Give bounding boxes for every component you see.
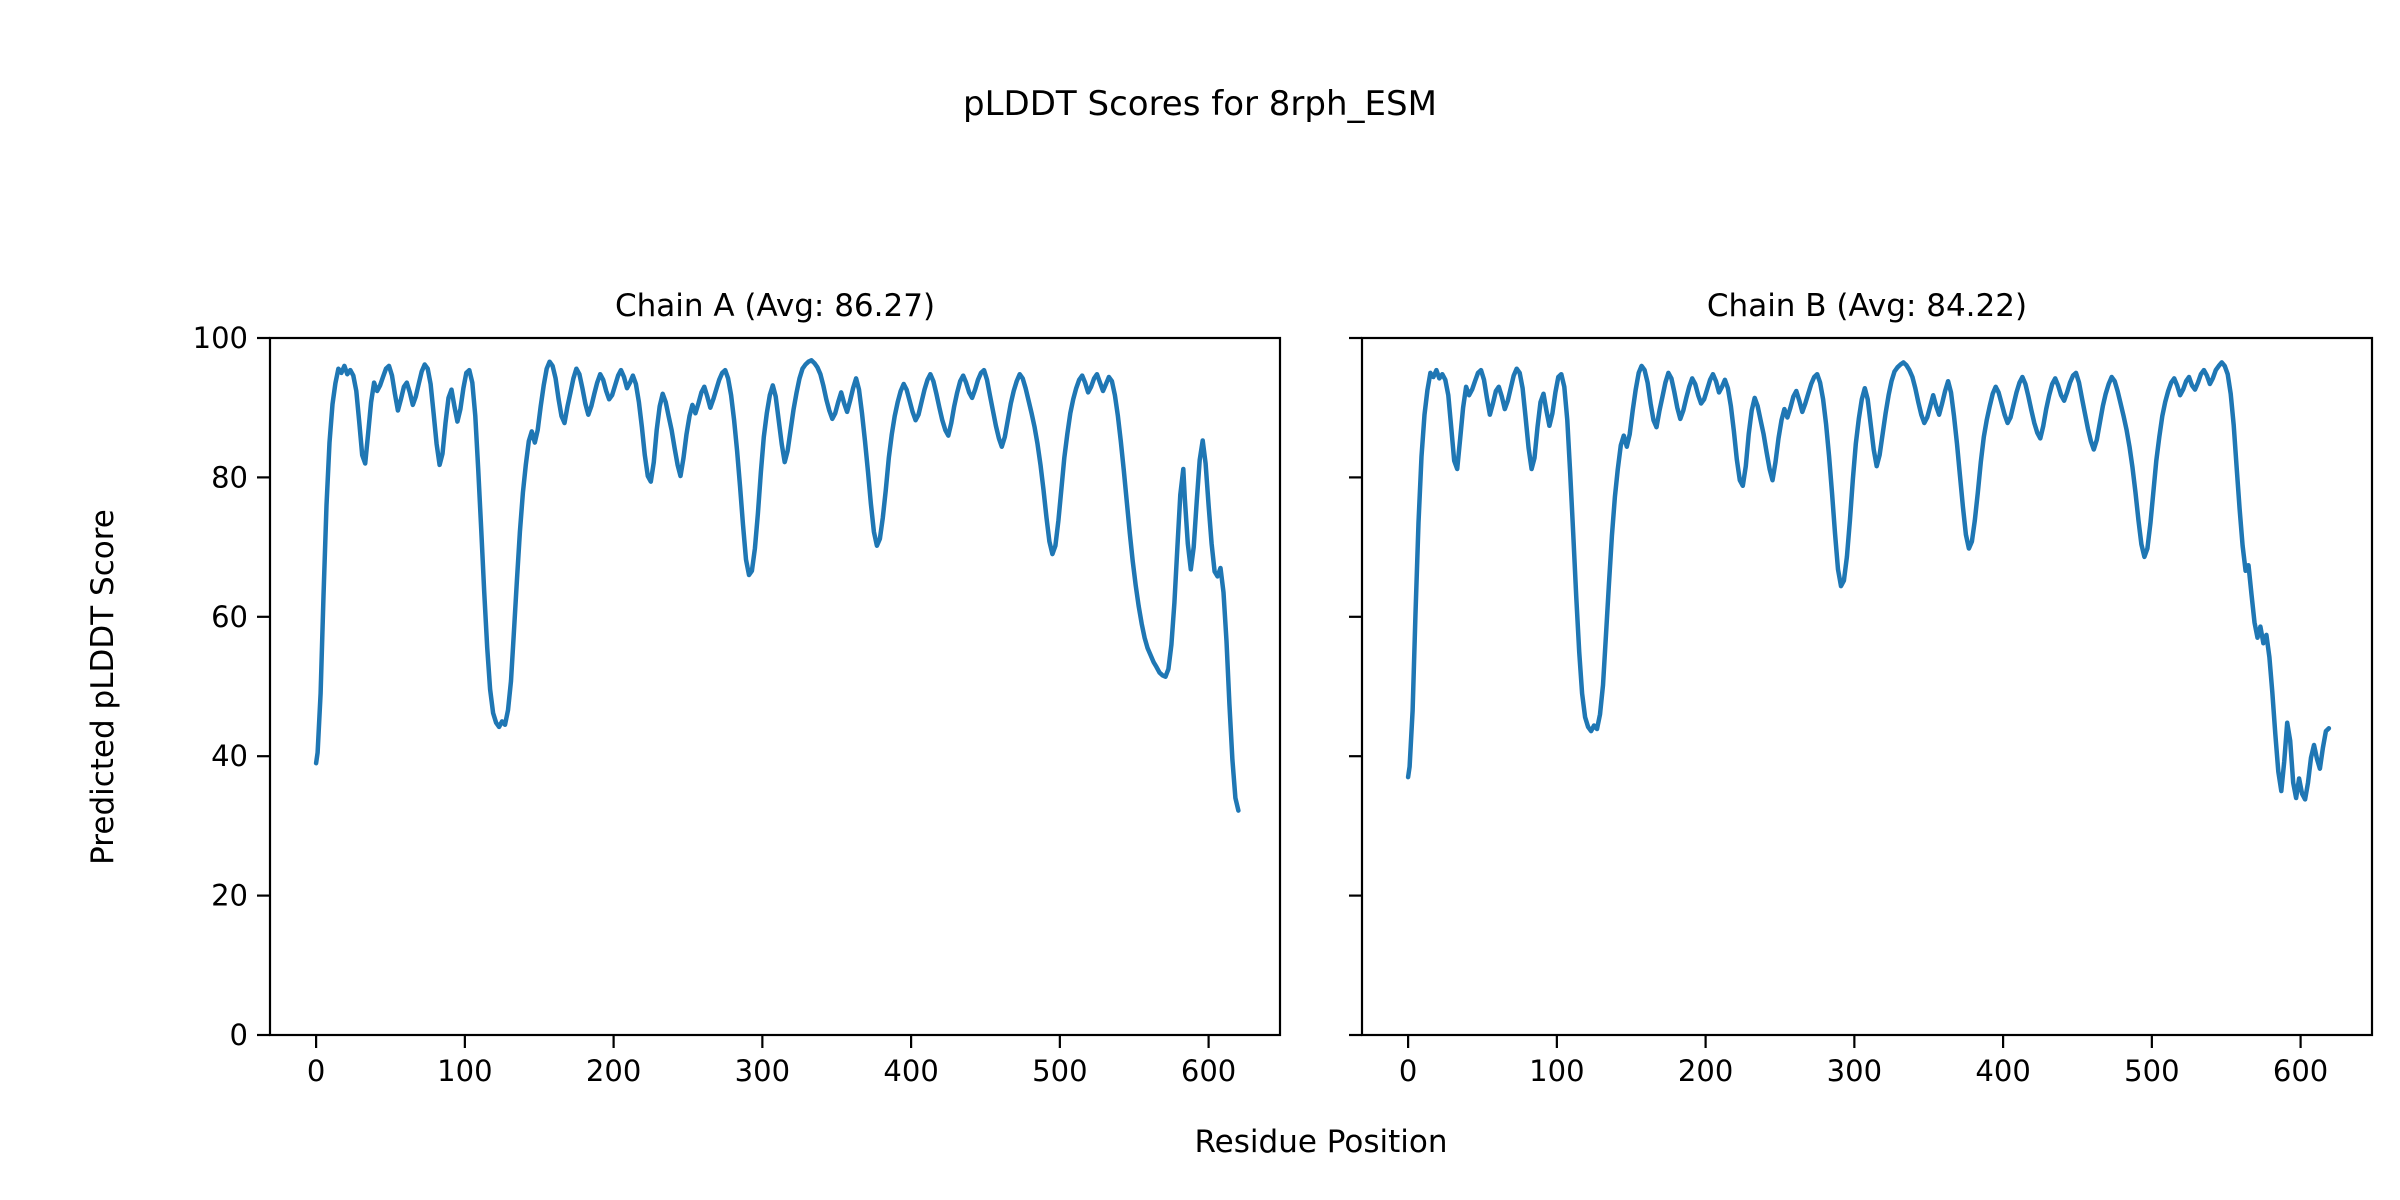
chain-a-subplot-title: Chain A (Avg: 86.27) xyxy=(614,288,936,324)
y-tick-label: 60 xyxy=(211,600,248,634)
plddt-line xyxy=(1405,360,2332,802)
x-tick-label: 300 xyxy=(735,1054,790,1088)
x-tick-label: 600 xyxy=(1181,1054,1236,1088)
axes-chain-b: 0 100 200 300 400 500 600 xyxy=(1349,336,2374,1088)
axes-spines xyxy=(268,336,1282,1037)
x-tick-label: 0 xyxy=(1399,1054,1417,1088)
y-axis-label: Predicted pLDDT Score xyxy=(85,509,121,865)
axes-chain-a: 0 100 200 300 400 500 600 0 20 40 60 80 100 xyxy=(193,321,1282,1088)
x-tick-label: 400 xyxy=(883,1054,938,1088)
x-tick-label: 600 xyxy=(2273,1054,2328,1088)
x-tick-label: 100 xyxy=(1529,1054,1584,1088)
x-tick-label: 100 xyxy=(437,1054,492,1088)
x-tick-label: 200 xyxy=(586,1054,641,1088)
y-tick-label: 80 xyxy=(211,460,248,494)
x-tick-label: 200 xyxy=(1678,1054,1733,1088)
y-tick-label: 20 xyxy=(211,879,248,913)
y-tick-label: 0 xyxy=(230,1018,248,1052)
chain-b-subplot-title: Chain B (Avg: 84.22) xyxy=(1706,288,2028,324)
y-tick-label: 100 xyxy=(193,321,248,355)
x-tick-label: 500 xyxy=(2124,1054,2179,1088)
plddt-line xyxy=(313,358,1241,813)
x-tick-label: 0 xyxy=(307,1054,325,1088)
x-tick-label: 300 xyxy=(1827,1054,1882,1088)
y-tick-label: 40 xyxy=(211,739,248,773)
x-tick-label: 500 xyxy=(1032,1054,1087,1088)
x-tick-label: 400 xyxy=(1975,1054,2030,1088)
x-axis-label: Residue Position xyxy=(1194,1124,1448,1160)
figure-title: pLDDT Scores for 8rph_ESM xyxy=(963,84,1437,124)
axes-spines xyxy=(1360,336,2374,1037)
